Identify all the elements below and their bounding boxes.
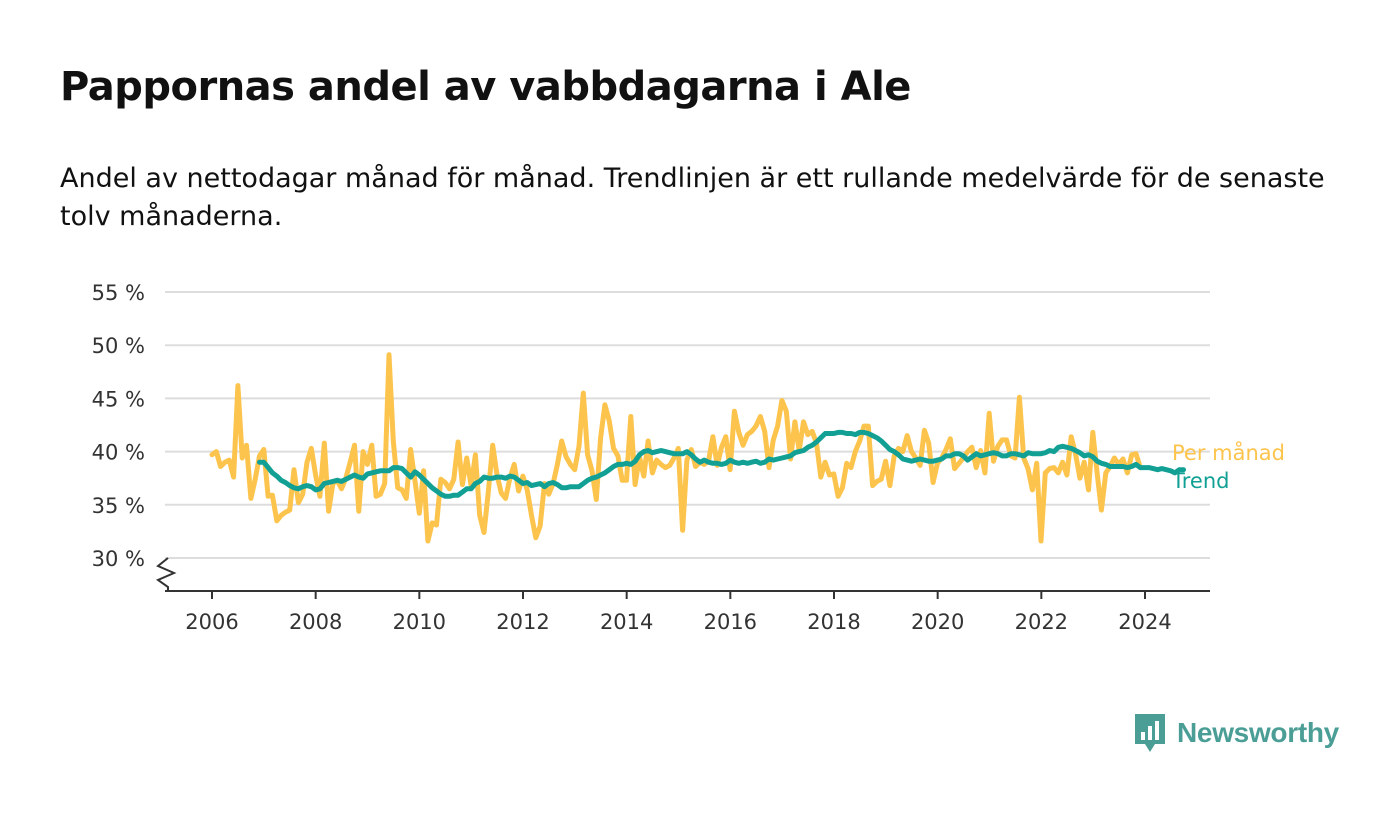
series-line-per-manad bbox=[209, 352, 1143, 544]
x-tick-label: 2022 bbox=[1015, 610, 1068, 634]
y-tick-label: 50 % bbox=[92, 334, 145, 358]
x-tick-label: 2016 bbox=[704, 610, 757, 634]
chart-subtitle: Andel av nettodagar månad för månad. Tre… bbox=[60, 163, 1325, 232]
grid-lines bbox=[165, 291, 1210, 559]
newsworthy-brand[interactable]: Newsworthy bbox=[1133, 712, 1339, 754]
series-labels: Per månad Trend bbox=[1171, 440, 1285, 493]
y-tick-label: 45 % bbox=[92, 387, 145, 411]
y-tick-label: 55 % bbox=[92, 281, 145, 305]
x-tick-label: 2008 bbox=[289, 610, 342, 634]
x-axis: 2006 2008 2010 2012 2014 2016 2018 2020 2022 2024 bbox=[155, 557, 1210, 634]
series-label-per-manad: Per månad bbox=[1172, 440, 1285, 465]
newsworthy-logo-icon bbox=[1135, 714, 1165, 752]
y-tick-label: 35 % bbox=[92, 494, 145, 518]
y-tick-label: 40 % bbox=[92, 441, 145, 465]
axis-break-icon bbox=[155, 557, 177, 591]
x-tick-label: 2010 bbox=[393, 610, 446, 634]
series-lines bbox=[209, 352, 1186, 544]
chart-title: Pappornas andel av vabbdagarna i Ale bbox=[60, 64, 911, 110]
x-tick-label: 2006 bbox=[185, 610, 238, 634]
x-tick-label: 2014 bbox=[600, 610, 653, 634]
brand-name: Newsworthy bbox=[1177, 717, 1339, 748]
series-label-trend: Trend bbox=[1171, 469, 1229, 493]
x-tick-label: 2018 bbox=[807, 610, 860, 634]
series-line-trend bbox=[257, 429, 1186, 499]
y-tick-label: 30 % bbox=[92, 547, 145, 571]
x-tick-label: 2012 bbox=[496, 610, 549, 634]
x-tick-label: 2020 bbox=[911, 610, 964, 634]
y-axis: 30 % 35 % 40 % 45 % 50 % 55 % bbox=[92, 281, 145, 571]
x-tick-label: 2024 bbox=[1118, 610, 1171, 634]
